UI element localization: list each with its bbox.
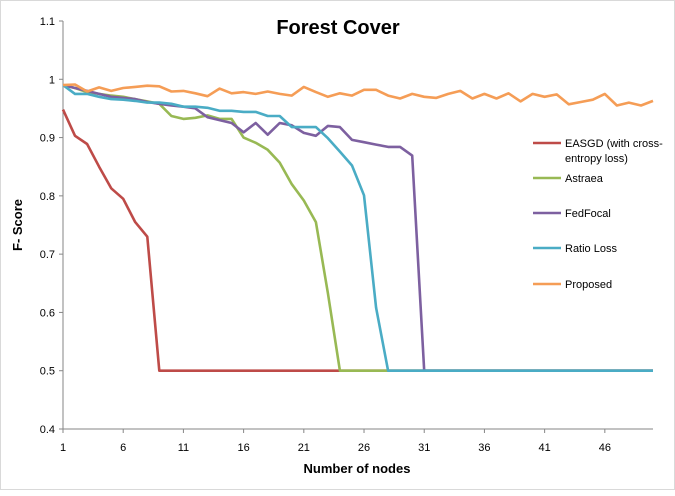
legend: EASGD (with cross-entropy loss) Astraea Fe… <box>533 138 663 291</box>
x-tick-label: 16 <box>237 442 249 454</box>
x-tick-label: 6 <box>120 442 126 454</box>
axes <box>62 21 653 430</box>
series-lines <box>61 83 654 373</box>
x-tick-label: 31 <box>418 442 430 454</box>
x-tick-label: 1 <box>60 442 66 454</box>
x-axis-label: Number of nodes <box>304 461 411 476</box>
series-line-ratio-loss <box>62 84 653 373</box>
x-axis-ticks: 1 6 11 16 21 26 31 36 41 46 <box>60 429 611 454</box>
y-tick-label: 1.1 <box>40 16 55 28</box>
x-tick-label: 41 <box>539 442 551 454</box>
x-tick-label: 46 <box>599 442 611 454</box>
series-line-fedfocal <box>62 83 653 373</box>
legend-label: Ratio Loss <box>565 243 617 255</box>
y-tick-label: 0.5 <box>40 366 55 378</box>
x-tick-label: 26 <box>358 442 370 454</box>
legend-label: entropy loss) <box>565 153 628 165</box>
legend-label: Astraea <box>565 173 604 185</box>
y-tick-label: 0.8 <box>40 191 55 203</box>
y-tick-label: 0.6 <box>40 307 55 319</box>
y-tick-label: 1 <box>49 74 55 86</box>
y-axis-label: F- Score <box>10 199 25 251</box>
x-tick-label: 36 <box>478 442 490 454</box>
y-tick-label: 0.4 <box>40 424 55 436</box>
y-tick-label: 0.7 <box>40 249 55 261</box>
legend-label: EASGD (with cross- <box>565 138 663 150</box>
series-line-astraea <box>62 83 653 373</box>
chart-title: Forest Cover <box>276 17 400 39</box>
legend-label: FedFocal <box>565 208 611 220</box>
y-tick-label: 0.9 <box>40 133 55 145</box>
series-line-proposed <box>62 83 654 107</box>
x-tick-label: 21 <box>298 442 310 454</box>
legend-label: Proposed <box>565 279 612 291</box>
x-tick-label: 11 <box>178 442 189 454</box>
y-axis-ticks: 0.4 0.5 0.6 0.7 0.8 0.9 1 1.1 <box>40 16 63 436</box>
